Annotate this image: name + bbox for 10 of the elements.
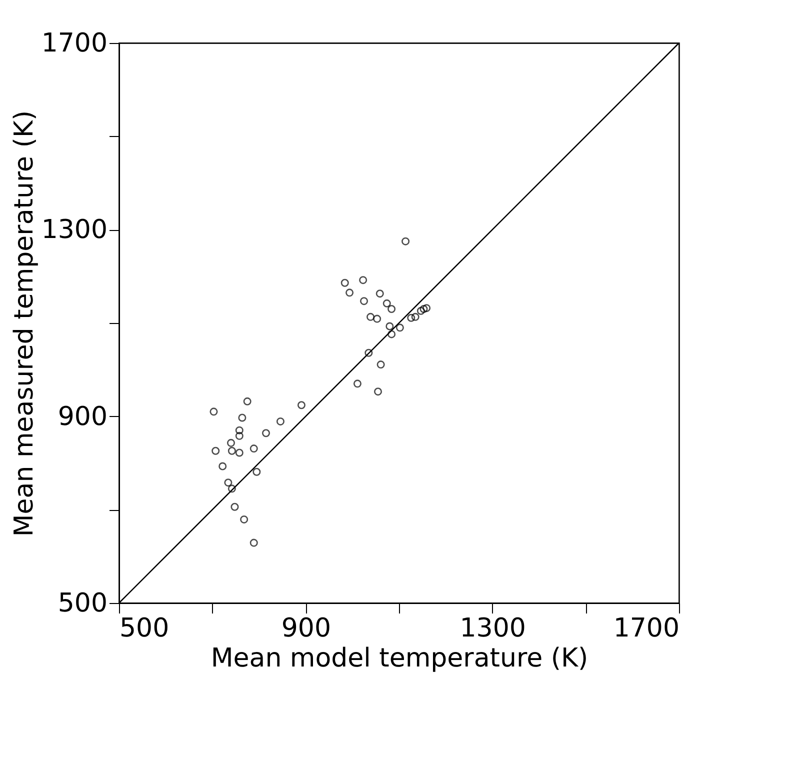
y-tick-label: 900	[58, 402, 108, 432]
x-axis-title: Mean model temperature (K)	[210, 644, 588, 674]
x-tick-label: 1700	[613, 614, 680, 644]
x-tick-label: 1300	[460, 614, 526, 644]
y-tick-label: 500	[58, 588, 108, 618]
x-tick-label: 500	[120, 614, 170, 644]
y-axis-title: Mean measured temperature (K)	[9, 110, 40, 537]
x-tick-label: 900	[281, 614, 331, 644]
y-tick-label: 1300	[41, 215, 108, 246]
y-tick-label: 1700	[41, 28, 108, 58]
